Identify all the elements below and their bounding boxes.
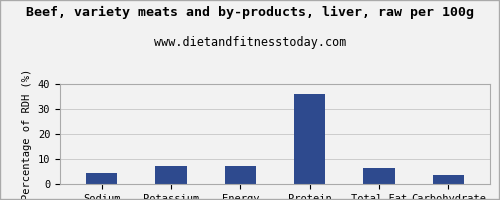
Bar bbox=[294, 94, 326, 184]
Bar bbox=[156, 166, 186, 184]
Bar bbox=[86, 173, 117, 184]
Y-axis label: Percentage of RDH (%): Percentage of RDH (%) bbox=[22, 68, 32, 200]
Bar bbox=[433, 175, 464, 184]
Bar bbox=[364, 168, 394, 184]
Text: www.dietandfitnesstoday.com: www.dietandfitnesstoday.com bbox=[154, 36, 346, 49]
Bar bbox=[224, 166, 256, 184]
Text: Beef, variety meats and by-products, liver, raw per 100g: Beef, variety meats and by-products, liv… bbox=[26, 6, 474, 19]
